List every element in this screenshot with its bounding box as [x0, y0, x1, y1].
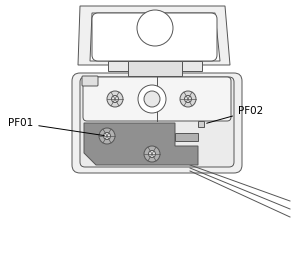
- Polygon shape: [84, 123, 198, 165]
- Polygon shape: [78, 6, 230, 65]
- Text: PF01: PF01: [8, 118, 104, 135]
- Circle shape: [112, 96, 118, 103]
- Circle shape: [138, 85, 166, 113]
- Circle shape: [107, 91, 123, 107]
- Polygon shape: [175, 133, 198, 141]
- Circle shape: [184, 96, 191, 103]
- Circle shape: [137, 10, 173, 46]
- Circle shape: [99, 128, 115, 144]
- Polygon shape: [182, 61, 202, 71]
- Circle shape: [148, 151, 155, 157]
- FancyBboxPatch shape: [83, 77, 231, 121]
- Circle shape: [144, 146, 160, 162]
- Polygon shape: [108, 61, 128, 71]
- FancyBboxPatch shape: [72, 73, 242, 173]
- Polygon shape: [128, 61, 182, 76]
- Text: PF02: PF02: [207, 106, 263, 123]
- FancyBboxPatch shape: [92, 13, 217, 61]
- Circle shape: [144, 91, 160, 107]
- Circle shape: [103, 133, 110, 139]
- Circle shape: [180, 91, 196, 107]
- FancyBboxPatch shape: [80, 77, 234, 167]
- Polygon shape: [198, 121, 204, 127]
- Polygon shape: [90, 13, 220, 61]
- FancyBboxPatch shape: [82, 76, 98, 86]
